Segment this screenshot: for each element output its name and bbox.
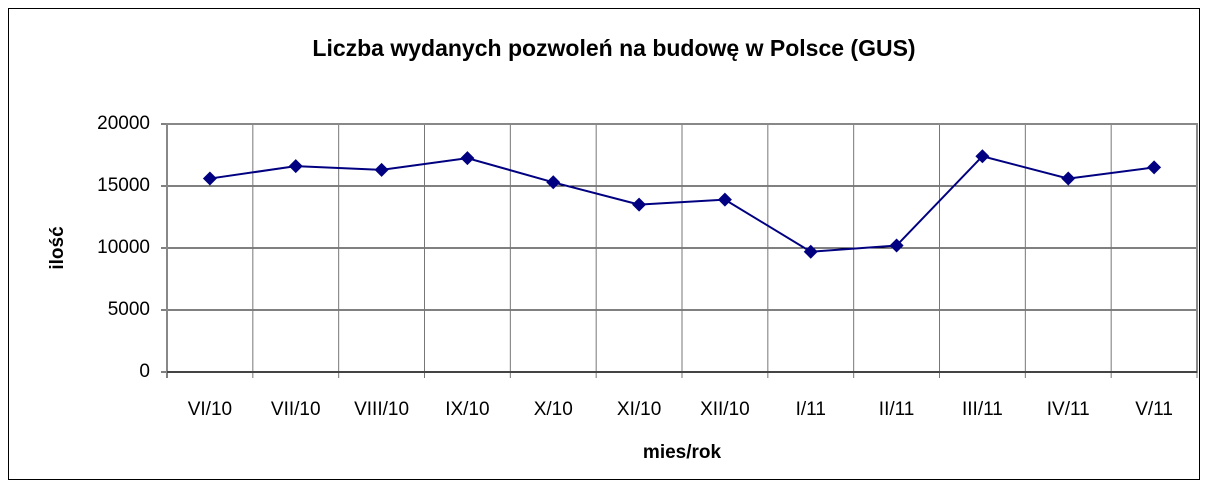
x-tick-label: II/11	[879, 399, 915, 420]
chart-border	[8, 8, 1200, 480]
line-series	[209, 155, 1155, 253]
x-tick-label: IV/11	[1047, 399, 1090, 420]
point-marker	[1147, 160, 1162, 175]
y-axis-label: ilość	[47, 226, 68, 270]
point-marker	[546, 175, 561, 190]
y-tick-label: 5000	[108, 299, 150, 320]
point-marker	[632, 197, 647, 212]
x-tick-label: X/10	[534, 399, 573, 420]
point-marker	[1061, 171, 1076, 186]
point-marker	[717, 192, 732, 207]
x-tick-label: XI/10	[617, 399, 661, 420]
x-tick-label: I/11	[796, 399, 826, 420]
chart-title: Liczba wydanych pozwoleń na budowę w Pol…	[312, 35, 915, 61]
point-marker	[803, 244, 818, 259]
y-tick-label: 15000	[97, 175, 150, 196]
point-marker	[288, 159, 303, 174]
y-tick-label: 20000	[97, 113, 150, 134]
point-marker	[202, 171, 217, 186]
x-tick-label: XII/10	[700, 399, 750, 420]
x-axis-label: mies/rok	[643, 442, 722, 463]
point-marker	[975, 149, 990, 164]
x-tick-label: VII/10	[271, 399, 321, 420]
point-marker	[460, 151, 475, 166]
x-tick-label: IX/10	[445, 399, 489, 420]
y-tick-label: 10000	[97, 237, 150, 258]
x-tick-label: V/11	[1135, 399, 1173, 420]
x-tick-label: VI/10	[188, 399, 232, 420]
point-marker	[374, 162, 389, 177]
x-tick-label: III/11	[962, 399, 1003, 420]
x-tick-label: VIII/10	[354, 399, 409, 420]
point-marker	[889, 238, 904, 253]
y-tick-label: 0	[139, 361, 150, 382]
